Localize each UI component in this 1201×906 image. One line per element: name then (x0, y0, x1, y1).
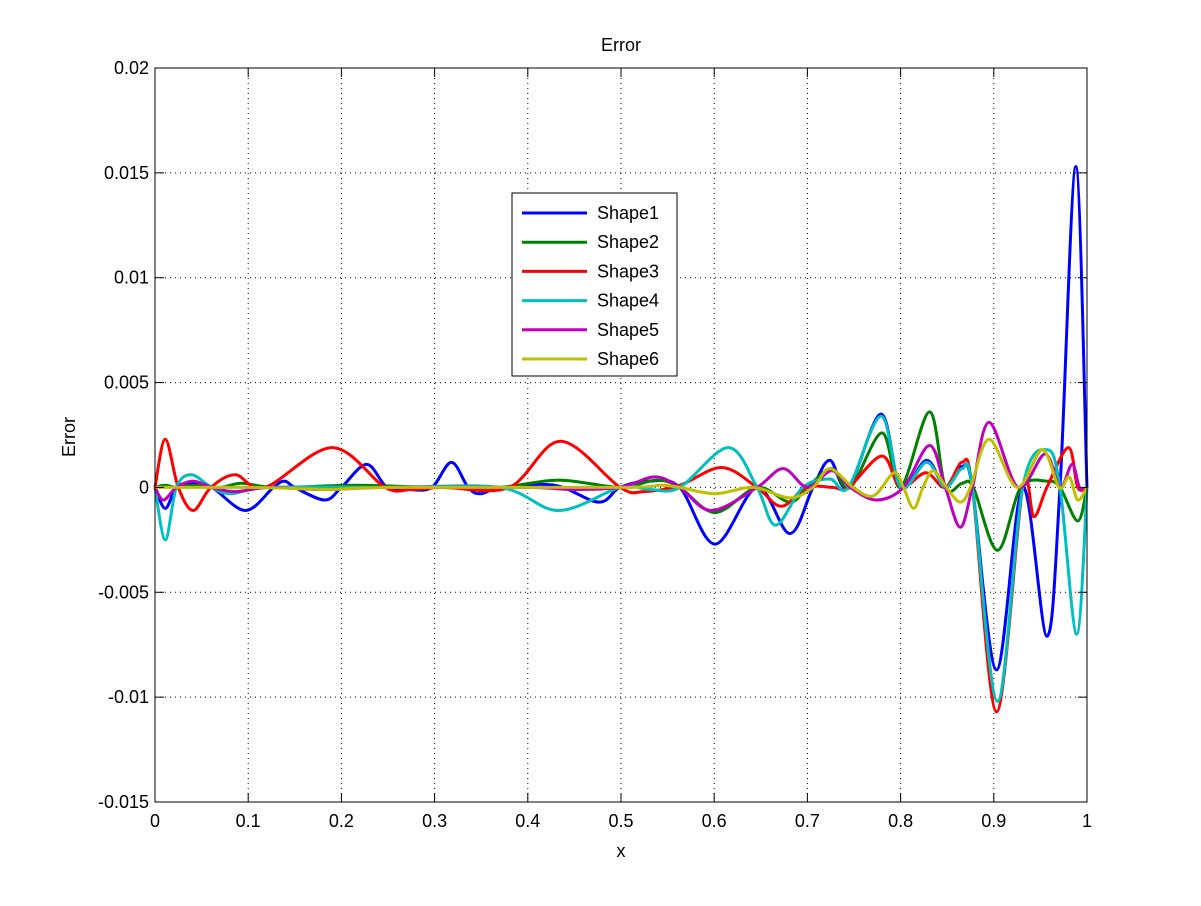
y-tick-label: 0 (139, 477, 149, 497)
y-axis-label: Error (59, 417, 79, 457)
legend-label: Shape4 (597, 291, 659, 311)
legend-label: Shape3 (597, 261, 659, 281)
chart-title: Error (601, 35, 641, 55)
x-tick-label: 0.4 (515, 811, 540, 831)
x-tick-label: 0.3 (422, 811, 447, 831)
plot-area (155, 68, 1087, 802)
y-tick-label: 0.02 (114, 58, 149, 78)
x-tick-label: 0.8 (888, 811, 913, 831)
y-tick-label: 0.015 (104, 163, 149, 183)
legend-box (511, 192, 678, 377)
y-tick-label: -0.01 (108, 687, 149, 707)
legend-label: Shape5 (597, 320, 659, 340)
series-line-shape5 (153, 420, 1088, 529)
curves (153, 165, 1089, 714)
series-line-shape6 (154, 437, 1089, 510)
x-tick-label: 0.7 (795, 811, 820, 831)
legend-label: Shape6 (597, 349, 659, 369)
ticks: 0 0.1 0.2 0.3 0.4 0.5 0.6 0.7 0.8 0.9 1 -0.015 -0.01… (98, 58, 1092, 831)
legend: Shape1 Shape2 Shape3 Shape4 Shape5 Shape6 (511, 192, 678, 377)
y-tick-label: 0.005 (104, 373, 149, 393)
legend-label: Shape2 (597, 232, 659, 252)
y-tick-label: 0.01 (114, 268, 149, 288)
x-tick-label: 0.5 (608, 811, 633, 831)
x-tick-label: 0.9 (981, 811, 1006, 831)
x-tick-label: 0.2 (329, 811, 354, 831)
x-tick-label: 0.6 (702, 811, 727, 831)
x-tick-label: 0 (150, 811, 160, 831)
legend-label: Shape1 (597, 203, 659, 223)
x-tick-label: 1 (1082, 811, 1092, 831)
y-tick-label: -0.015 (98, 792, 149, 812)
y-tick-label: -0.005 (98, 582, 149, 602)
x-axis-label: x (617, 841, 626, 861)
x-tick-label: 0.1 (236, 811, 261, 831)
